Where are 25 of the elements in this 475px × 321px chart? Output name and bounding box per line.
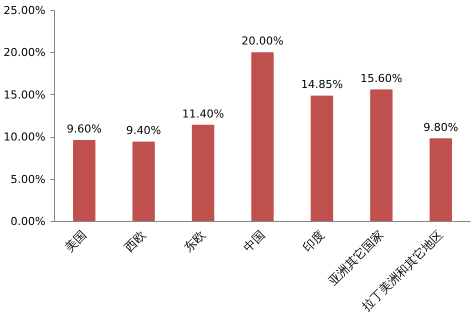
data-label: 20.00% xyxy=(242,34,284,48)
x-tick-label: 印度 xyxy=(300,228,327,254)
data-label: 14.85% xyxy=(300,78,343,92)
x-tick-label: 中国 xyxy=(240,228,268,254)
bar xyxy=(132,142,155,222)
y-tick-label: 0.00% xyxy=(10,215,46,228)
y-tick-label: 5.00% xyxy=(10,172,46,186)
bar xyxy=(310,96,334,222)
y-tick-label: 10.00% xyxy=(4,130,46,144)
x-tick-label: 西欧 xyxy=(122,228,149,254)
bar xyxy=(73,140,96,222)
bar xyxy=(251,52,274,222)
bar xyxy=(370,89,393,222)
x-tick-label: 东欧 xyxy=(181,228,208,254)
bar xyxy=(430,138,452,222)
data-label: 9.80% xyxy=(423,120,458,134)
data-label: 11.40% xyxy=(182,107,224,120)
data-label: 9.40% xyxy=(126,124,162,138)
data-label: 9.60% xyxy=(66,122,102,136)
bar xyxy=(192,124,214,222)
x-tick-label: 美国 xyxy=(62,228,90,254)
y-tick-label: 20.00% xyxy=(4,46,46,60)
data-label: 15.60% xyxy=(360,72,402,85)
y-tick-label: 25.00% xyxy=(4,4,46,17)
y-tick-label: 15.00% xyxy=(4,88,46,102)
